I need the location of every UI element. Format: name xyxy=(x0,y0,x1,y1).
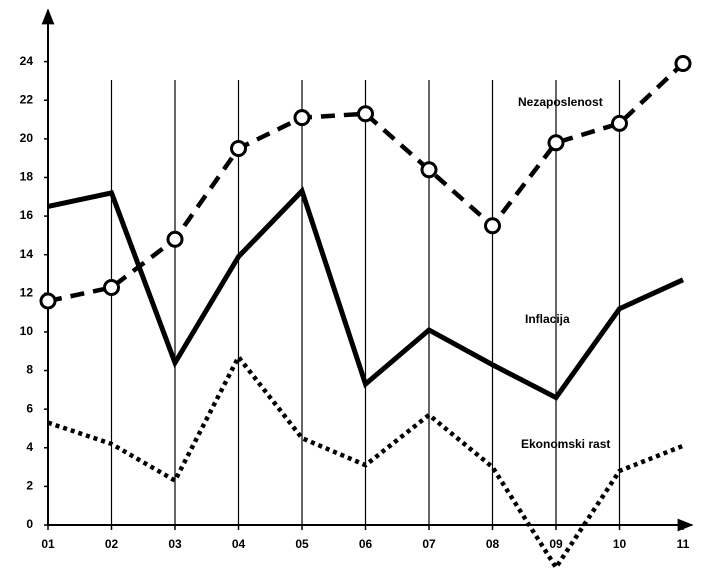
point-marker xyxy=(230,140,247,157)
point-marker xyxy=(611,114,628,132)
x-tick-label: 08 xyxy=(486,537,500,551)
y-tick-label: 18 xyxy=(20,170,34,184)
y-tick-label: 22 xyxy=(20,92,34,106)
x-tick-label: 03 xyxy=(168,537,182,551)
point-marker xyxy=(357,105,374,123)
y-tick-label: 12 xyxy=(20,285,34,299)
x-tick-label: 04 xyxy=(232,537,246,551)
y-tick-label: 10 xyxy=(20,324,34,338)
point-marker xyxy=(103,279,120,297)
point-marker xyxy=(547,134,565,152)
series-line xyxy=(47,61,685,304)
x-tick-label: 05 xyxy=(295,537,309,551)
point-marker xyxy=(484,217,501,235)
point-marker xyxy=(39,292,57,310)
point-marker xyxy=(674,55,692,73)
x-tick-label: 11 xyxy=(677,537,690,551)
point-marker xyxy=(420,161,438,179)
y-tick-label: 20 xyxy=(20,131,34,145)
x-tick-label: 07 xyxy=(422,537,436,551)
y-tick-label: 8 xyxy=(26,363,33,377)
y-tick-label: 6 xyxy=(26,401,33,415)
x-tick-label: 01 xyxy=(41,537,55,551)
x-tick-label: 10 xyxy=(613,537,627,551)
series-line xyxy=(47,352,684,572)
x-tick-label: 06 xyxy=(359,537,373,551)
y-tick-label: 16 xyxy=(20,208,34,222)
series-label: Nezaposlenost xyxy=(518,95,603,109)
y-tick-label: 2 xyxy=(26,479,33,493)
y-tick-label: 14 xyxy=(20,247,34,261)
y-tick-label: 24 xyxy=(20,54,34,68)
y-tick-label: 4 xyxy=(26,440,33,454)
x-tick-label: 09 xyxy=(549,537,563,551)
point-marker xyxy=(293,109,311,127)
series-label: Ekonomski rast xyxy=(521,437,610,451)
y-tick-label: 0 xyxy=(26,517,33,531)
x-tick-label: 02 xyxy=(105,537,119,551)
series-line xyxy=(47,186,685,401)
point-marker xyxy=(166,230,184,248)
series-label: Inflacija xyxy=(525,312,570,326)
